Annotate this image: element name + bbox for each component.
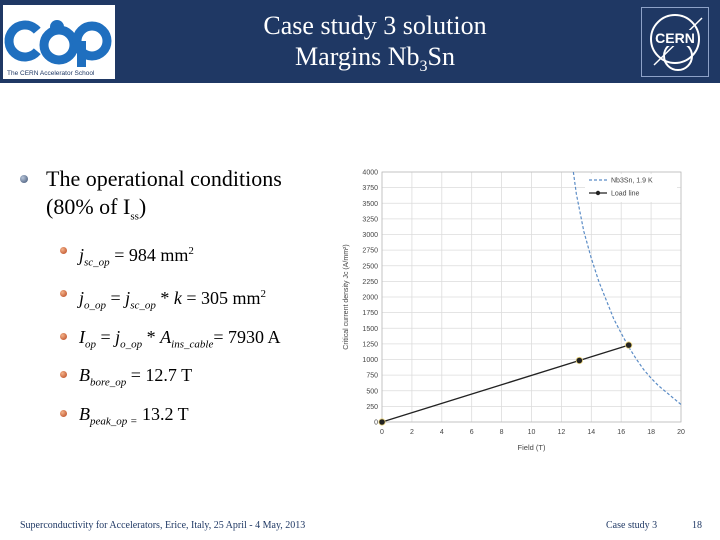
y-tick-label: 1750 (362, 310, 378, 317)
bullet-operational-conditions: The operational conditions (80% of Iss) (20, 165, 340, 230)
logo-tagline: The CERN Accelerator School (7, 70, 95, 77)
sub-bullet-bpeak: Bpeak_op = 13.2 T (60, 399, 340, 438)
legend-entry: Load line (611, 191, 640, 198)
x-tick-label: 4 (440, 429, 444, 436)
y-tick-label: 3250 (362, 216, 378, 223)
title-line-2: Margins Nb3Sn (295, 42, 455, 76)
critical-current-chart: 0 250 500 750 1000 1250 1500 1750 2000 2250 2500 27… (343, 170, 685, 453)
sub-bullet-bbore: Bbore_op = 12.7 T (60, 360, 340, 399)
y-tick-label: 3000 (362, 232, 378, 239)
y-axis-label: Critical current density Jc (A/mm²) (343, 244, 350, 349)
x-tick-label: 10 (528, 429, 536, 436)
cern-logo: CERN (641, 7, 709, 77)
sub-bullet-icon (60, 247, 67, 255)
bullet-list: The operational conditions (80% of Iss) … (20, 165, 340, 437)
x-tick-label: 0 (380, 429, 384, 436)
sub-bullet-icon (60, 289, 67, 297)
y-tick-label: 2000 (362, 295, 378, 302)
legend-marker (595, 190, 601, 196)
slide-title: Case study 3 solution Margins Nb3Sn (200, 10, 550, 82)
load-line-point (575, 356, 583, 365)
cas-logo: The CERN Accelerator School (3, 5, 115, 79)
y-tick-label: 500 (366, 388, 378, 395)
footer-title: Case study 3 (606, 520, 658, 531)
x-tick-label: 16 (617, 429, 625, 436)
y-tick-label: 2250 (362, 279, 378, 286)
plot-area (381, 171, 682, 423)
x-tick-label: 6 (470, 429, 474, 436)
y-tick-label: 750 (366, 373, 378, 380)
y-tick-label: 2500 (362, 263, 378, 270)
sub-bullet-icon (60, 371, 67, 379)
x-tick-label: 14 (587, 429, 595, 436)
y-tick-label: 2750 (362, 248, 378, 255)
y-tick-label: 3500 (362, 201, 378, 208)
y-tick-label: 1500 (362, 326, 378, 333)
legend-box (585, 174, 677, 202)
sub-bullet-icon (60, 332, 67, 340)
x-axis-label: Field (T) (518, 443, 546, 452)
sub-bullet-list: jsc_op = 984 mm2 jo_op = jsc_op * k = 30… (60, 236, 340, 437)
sub-bullet-iop: Iop = jo_op * Ains_cable= 7930 A (60, 322, 340, 361)
sub-bullet-jo: jo_op = jsc_op * k = 305 mm2 (60, 279, 340, 322)
slide-header: The CERN Accelerator School Case study 3… (0, 0, 720, 83)
title-line-1: Case study 3 solution (263, 11, 487, 40)
load-line-point (625, 341, 633, 349)
y-tick-label: 1250 (362, 341, 378, 348)
page-number: 18 (692, 520, 702, 531)
series-line-nb3sn (572, 171, 682, 405)
x-tick-label: 20 (677, 429, 685, 436)
x-tick-label: 12 (558, 429, 566, 436)
y-tick-label: 0 (374, 420, 378, 427)
load-line-point (378, 418, 386, 426)
cern-logo-text: CERN (655, 30, 695, 46)
y-tick-label: 3750 (362, 185, 378, 192)
y-tick-label: 250 (366, 404, 378, 411)
x-tick-label: 18 (647, 429, 655, 436)
y-tick-label: 4000 (362, 170, 378, 177)
legend-entry: Nb3Sn, 1.9 K (611, 178, 653, 185)
sub-bullet-jsc: jsc_op = 984 mm2 (60, 236, 340, 279)
x-tick-label: 2 (410, 429, 414, 436)
footer-event: Superconductivity for Accelerators, Eric… (20, 520, 306, 531)
bullet-icon (20, 175, 28, 183)
x-tick-label: 8 (500, 429, 504, 436)
y-tick-label: 1000 (362, 357, 378, 364)
sub-bullet-icon (60, 409, 67, 417)
